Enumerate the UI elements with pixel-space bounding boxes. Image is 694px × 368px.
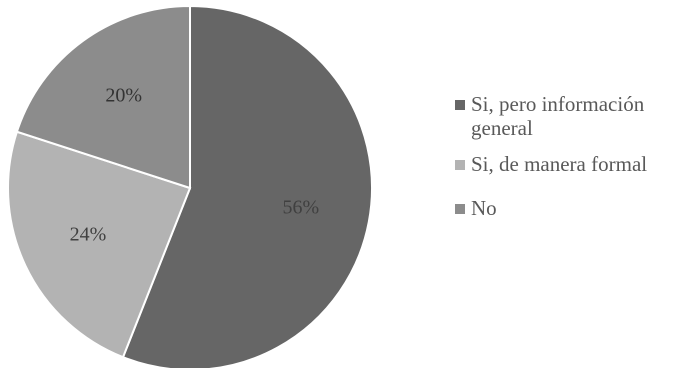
legend: Si, pero información general Si, de mane… [455, 92, 691, 240]
legend-label-no: No [471, 196, 497, 220]
legend-label-si-de-manera-formal: Si, de manera formal [471, 152, 648, 176]
legend-item-si-pero-informacion-general: Si, pero información general [455, 92, 691, 140]
pie-slice-no [15, 4, 191, 190]
slice-value-label-no: 20% [105, 84, 142, 106]
legend-label-si-pero-informacion-general: Si, pero información general [471, 92, 645, 140]
legend-swatch-no [455, 204, 465, 214]
legend-swatch-si-pero-informacion-general [455, 100, 465, 110]
legend-swatch-si-de-manera-formal [455, 160, 465, 170]
slice-value-label-si-de-manera-formal: 24% [70, 224, 107, 246]
pie-slice-si-pero-informacion-general [121, 4, 373, 368]
legend-item-si-de-manera-formal: Si, de manera formal [455, 152, 691, 176]
slice-value-label-si-pero-informacion-general: 56% [283, 197, 320, 219]
pie-slice-si-de-manera-formal [7, 130, 192, 359]
legend-item-no: No [455, 196, 691, 220]
